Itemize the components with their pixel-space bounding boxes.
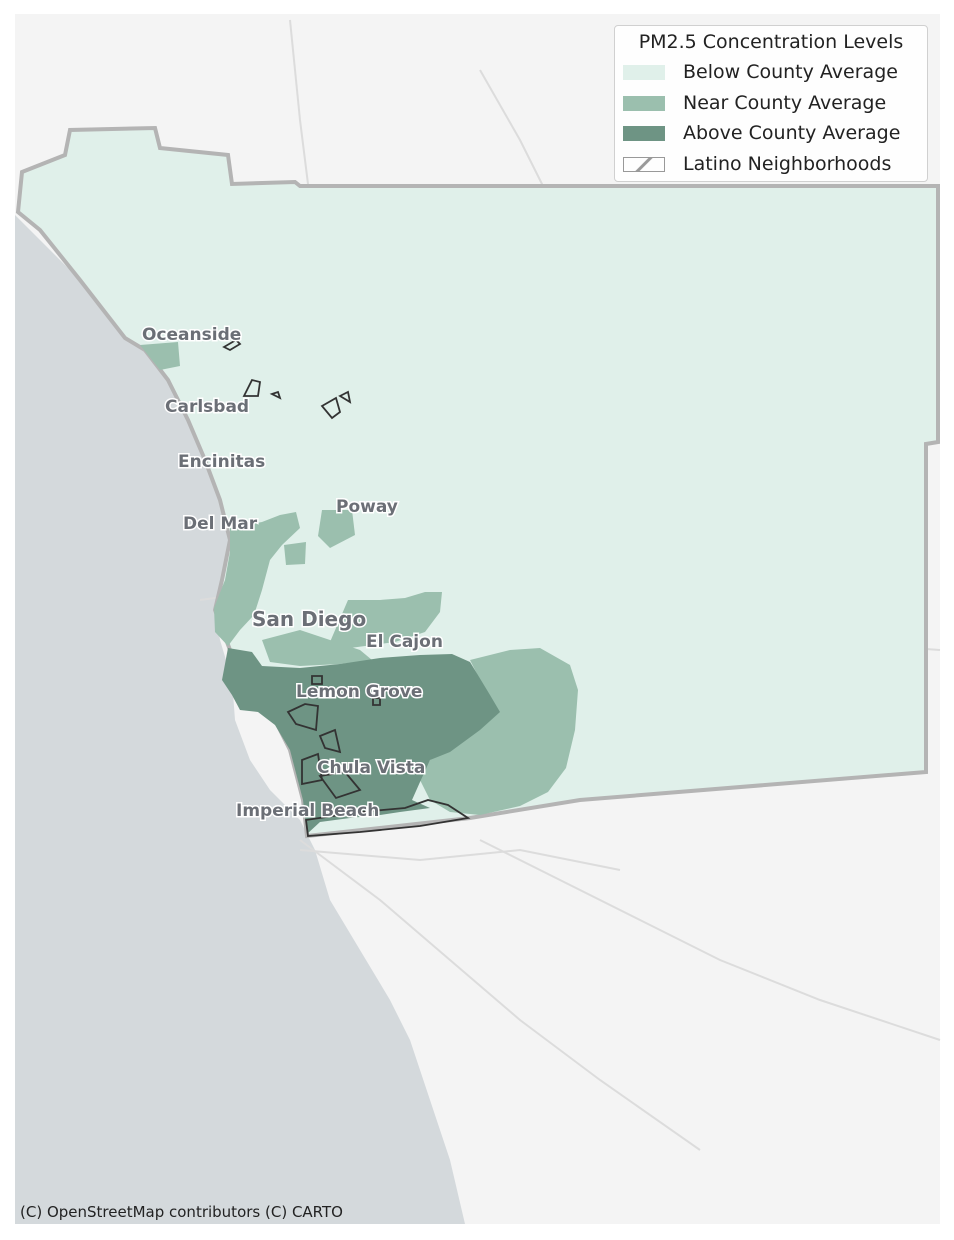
latino-neighborhoods — [222, 338, 471, 837]
map-attribution: (C) OpenStreetMap contributors (C) CARTO — [20, 1203, 343, 1221]
city-label-del-mar: Del Mar — [183, 514, 258, 534]
city-labels: Oceanside Carlsbad Encinitas Poway Del M… — [141, 324, 445, 823]
city-label-oceanside: Oceanside — [142, 325, 241, 345]
legend-swatch-latino — [623, 156, 665, 172]
city-label-san-diego: San Diego — [252, 607, 366, 631]
legend-label: Below County Average — [683, 61, 898, 83]
map-legend: PM2.5 Concentration Levels Below County … — [614, 25, 928, 182]
legend-item-below: Below County Average — [623, 60, 898, 84]
legend-swatch-near — [623, 95, 665, 111]
ocean — [15, 215, 465, 1224]
city-label-carlsbad: Carlsbad — [165, 397, 249, 417]
legend-swatch-above — [623, 125, 665, 141]
legend-item-near: Near County Average — [623, 91, 886, 115]
city-label-encinitas: Encinitas — [178, 452, 265, 472]
zone-above-average — [222, 648, 500, 834]
legend-label: Latino Neighborhoods — [683, 153, 892, 175]
legend-item-latino: Latino Neighborhoods — [623, 152, 891, 176]
city-label-chula-vista: Chula Vista — [317, 758, 425, 778]
city-label-lemon-grove: Lemon Grove — [296, 682, 422, 702]
zone-near-average — [140, 342, 578, 815]
legend-swatch-below — [623, 64, 665, 80]
legend-title: PM2.5 Concentration Levels — [638, 31, 904, 53]
city-label-imperial-beach: Imperial Beach — [236, 801, 379, 821]
legend-item-above: Above County Average — [623, 121, 900, 145]
legend-label: Above County Average — [683, 122, 901, 144]
city-label-poway: Poway — [336, 497, 398, 517]
city-label-el-cajon: El Cajon — [366, 632, 443, 652]
legend-label: Near County Average — [683, 92, 887, 114]
